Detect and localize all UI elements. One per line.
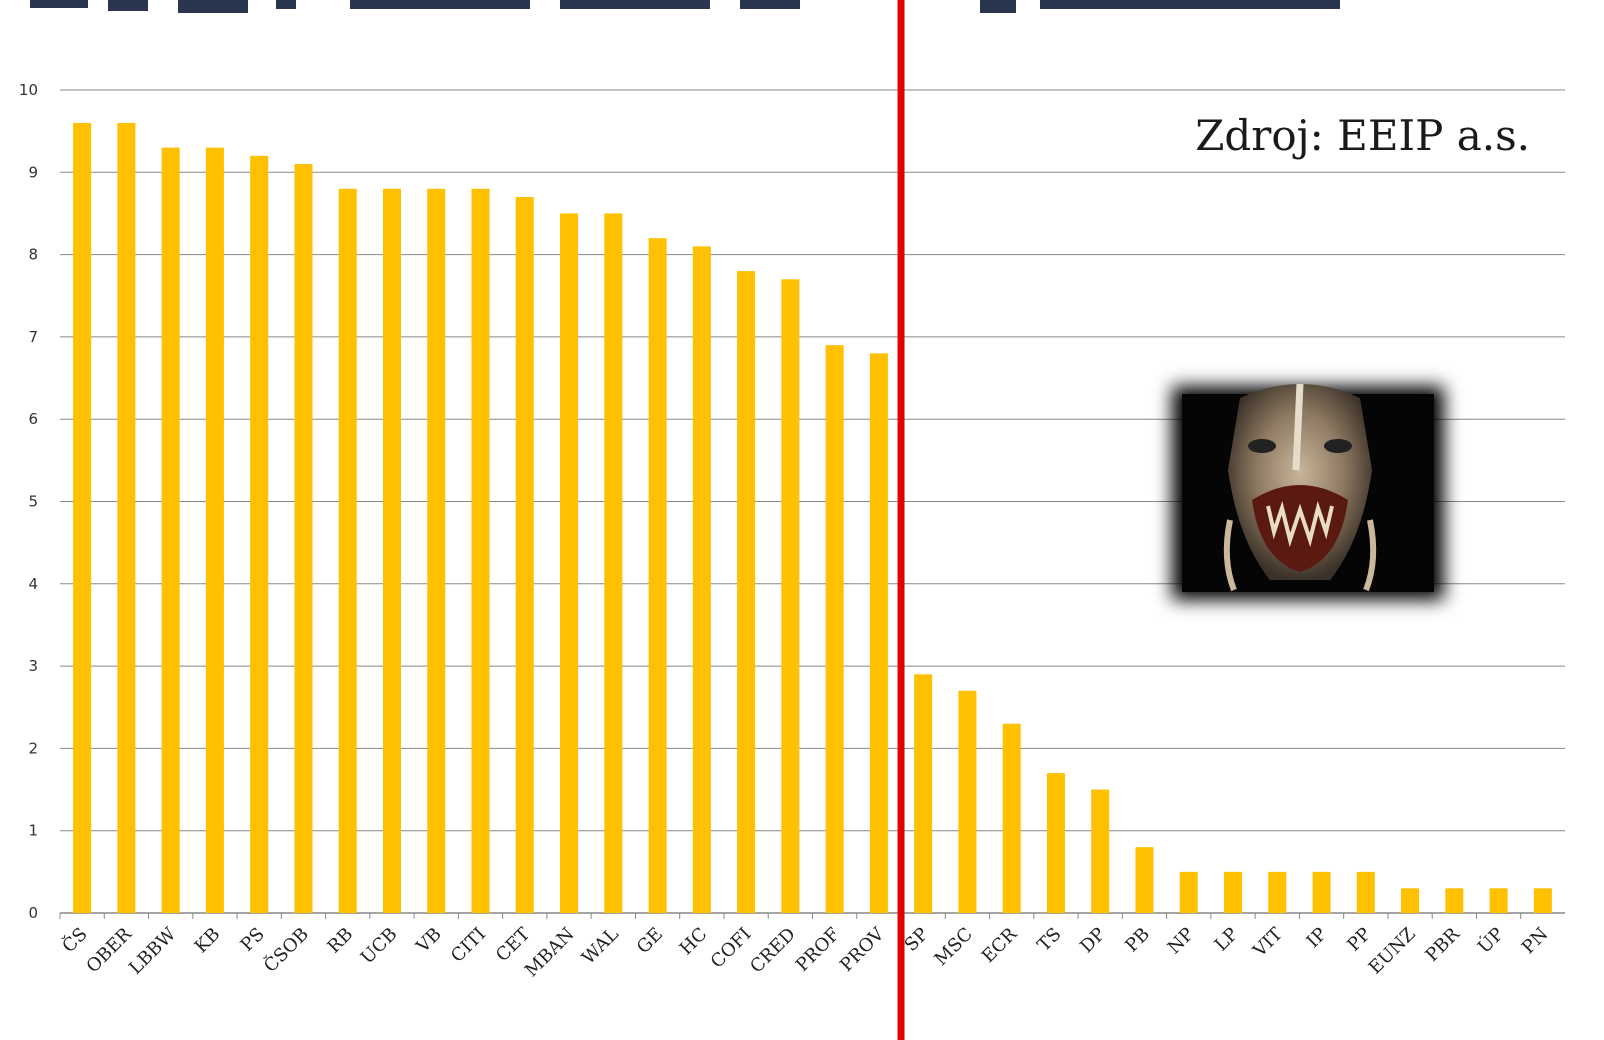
y-tick-label: 0 — [28, 904, 38, 922]
bar — [1268, 871, 1287, 913]
bar — [117, 122, 136, 914]
bar — [825, 345, 844, 913]
bar — [1091, 789, 1110, 913]
bar — [1312, 871, 1331, 913]
x-tick-label: TS — [1033, 924, 1065, 956]
y-tick-label: 2 — [28, 739, 38, 757]
bar — [1002, 723, 1021, 913]
x-tick-label: PB — [1121, 924, 1154, 957]
creature-photo — [1172, 383, 1444, 600]
bar — [914, 674, 933, 913]
x-tick-label: HC — [676, 924, 712, 960]
x-tick-label: SP — [901, 924, 933, 956]
y-tick-label: 10 — [19, 81, 38, 99]
x-tick-label: PBR — [1422, 923, 1465, 966]
y-tick-label: 5 — [28, 493, 38, 511]
bar — [560, 213, 579, 913]
bar — [1356, 871, 1375, 913]
bar — [1046, 773, 1065, 913]
y-axis-ticks: 0 1 2 3 4 5 6 7 8 9 10 — [19, 81, 38, 922]
bar — [471, 188, 490, 913]
bar — [1179, 871, 1198, 913]
x-tick-label: ECR — [978, 923, 1022, 967]
x-tick-label: IP — [1303, 924, 1331, 952]
bar — [781, 279, 800, 913]
bar — [1445, 888, 1464, 913]
x-tick-label: DP — [1076, 924, 1110, 958]
x-tick-label: CITI — [447, 924, 490, 967]
x-tick-label: VIT — [1249, 924, 1287, 962]
bar — [692, 246, 711, 913]
x-tick-label: PS — [237, 924, 269, 956]
x-tick-label: NP — [1164, 924, 1199, 959]
bar — [250, 155, 269, 914]
x-tick-label: VB — [412, 924, 446, 958]
x-tick-label: ČS — [57, 922, 92, 957]
bar — [1224, 871, 1243, 913]
bar — [1533, 888, 1552, 913]
y-tick-label: 7 — [28, 328, 38, 346]
y-tick-label: 6 — [28, 410, 38, 428]
x-tick-label: MBAN — [521, 924, 579, 982]
x-tick-label: WAL — [578, 924, 623, 969]
source-annotation: Zdroj: EEIP a.s. — [1195, 111, 1530, 160]
x-tick-label: RB — [323, 924, 357, 958]
y-tick-label: 1 — [28, 822, 38, 840]
bar — [958, 690, 977, 913]
y-tick-label: 8 — [28, 246, 38, 264]
bars — [59, 122, 1552, 919]
x-tick-label: CRED — [746, 924, 800, 978]
bar — [294, 164, 313, 913]
bar — [382, 188, 401, 913]
x-tick-label: UCB — [357, 924, 402, 969]
bar — [205, 147, 224, 914]
x-tick-label: ÚP — [1473, 922, 1509, 958]
bar — [515, 196, 534, 914]
x-tick-label: PROV — [836, 923, 889, 976]
y-tick-label: 4 — [28, 575, 38, 593]
x-tick-label: KB — [191, 924, 225, 958]
x-tick-label: PP — [1343, 924, 1375, 956]
x-tick-label: LP — [1211, 924, 1243, 956]
bar — [737, 271, 756, 913]
cropped-header — [30, 0, 1340, 13]
bar — [73, 122, 92, 914]
bar — [1401, 888, 1420, 913]
bar — [869, 353, 888, 913]
y-tick-label: 9 — [28, 163, 38, 181]
x-tick-label: EUNZ — [1365, 924, 1420, 979]
x-tick-label: OBER — [82, 923, 136, 977]
bar — [1489, 888, 1508, 913]
x-tick-label: LBBW — [125, 923, 180, 978]
bar — [604, 213, 623, 913]
bar — [648, 238, 667, 913]
bar — [1135, 847, 1154, 913]
x-tick-label: GE — [633, 924, 667, 958]
x-tick-label: PROF — [792, 924, 844, 976]
y-tick-label: 3 — [28, 657, 38, 675]
x-tick-label: PN — [1518, 924, 1553, 959]
bar — [161, 147, 180, 914]
bar — [427, 188, 446, 913]
x-tick-label: MSC — [931, 924, 977, 970]
bar — [338, 188, 357, 913]
x-tick-label: ČSOB — [258, 922, 313, 977]
